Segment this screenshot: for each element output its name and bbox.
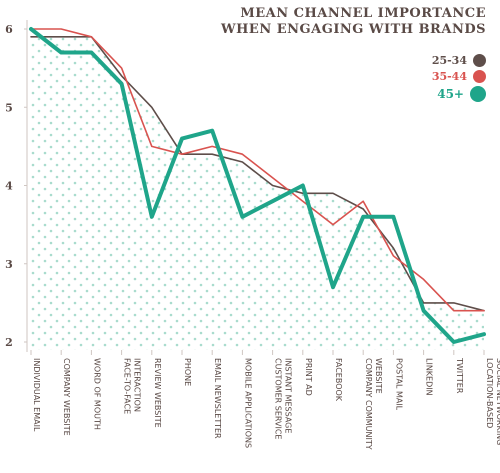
x-tick-label: WORD OF MOUTH (92, 358, 101, 430)
x-tick-label: POSTAL MAIL (394, 358, 403, 411)
x-tick-label-line: COMPANY COMMUNITY (364, 358, 373, 450)
x-tick-label-line: FACEBOOK (334, 358, 343, 402)
x-tick-label: CUSTOMER SERVICEINSTANT MESSAGE (274, 358, 293, 440)
x-tick-label: INDIVIDUAL EMAIL (32, 358, 41, 432)
series-line-45-plus (29, 27, 486, 344)
x-tick-label: PHONE (183, 358, 192, 386)
x-tick-label-line: POSTAL MAIL (394, 358, 403, 411)
x-tick-label-line: EMAIL NEWSLETTER (213, 358, 222, 439)
x-tick-label-line: LOCATION-BASED (485, 358, 494, 428)
x-tick-label-line: PHONE (183, 358, 192, 386)
x-tick-label: COMPANY WEBSITE (62, 358, 71, 436)
legend-label-35-44: 35-44 (431, 69, 467, 83)
x-tick-label: COMPANY COMMUNITYWEBSITE (364, 358, 383, 450)
y-tick-label: 5 (5, 101, 13, 114)
legend-dot-25-34 (473, 53, 486, 67)
x-tick-label-line: INTERACTION (133, 358, 142, 412)
x-tick-label-line: LINKEDIN (425, 358, 434, 396)
dotted-area-fill (31, 36, 484, 351)
x-tick-label-line: TWITTER (455, 357, 464, 394)
x-tick-label-line: WORD OF MOUTH (92, 358, 101, 430)
legend-item-35-44: 35-44 (432, 67, 486, 85)
y-tick-label: 3 (5, 258, 13, 271)
x-tick-label: REVIEW WEBSITE (153, 358, 162, 428)
x-tick-label: TWITTER (455, 357, 464, 394)
x-tick-label-line: FACE-TO-FACE (123, 358, 132, 414)
chart-title-line-2: WHEN ENGAGING WITH BRANDS (221, 22, 486, 37)
x-tick-label: EMAIL NEWSLETTER (213, 358, 222, 439)
series-line-25-34 (30, 35, 485, 312)
y-tick-label: 6 (5, 23, 13, 36)
x-tick-label-line: INSTANT MESSAGE (284, 358, 293, 433)
x-tick-label: FACE-TO-FACEINTERACTION (123, 358, 142, 414)
x-tick-label: FACEBOOK (334, 358, 343, 402)
x-tick-label-line: REVIEW WEBSITE (153, 358, 162, 428)
x-tick-label-line: MOBILE APPLICATIONS (243, 358, 252, 448)
legend-item-45-plus: 45+ (437, 85, 486, 103)
x-tick-label-line: WEBSITE (374, 358, 383, 394)
legend-label-25-34: 25-34 (431, 53, 467, 67)
y-tick-label: 2 (5, 336, 13, 349)
x-tick-label: LOCATION-BASEDSOCIAL NETWORKING (485, 358, 500, 445)
x-tick-label-line: CUSTOMER SERVICE (274, 358, 283, 440)
x-tick-label: LINKEDIN (425, 358, 434, 396)
x-tick-label: MOBILE APPLICATIONS (243, 358, 252, 448)
x-tick-label-line: COMPANY WEBSITE (62, 358, 71, 436)
x-tick-label: PRINT AD (304, 358, 313, 396)
x-tick-label-line: INDIVIDUAL EMAIL (32, 358, 41, 432)
x-tick-label-line: PRINT AD (304, 358, 313, 396)
y-tick-label: 4 (5, 180, 13, 193)
legend-dot-35-44 (473, 69, 486, 83)
x-tick-label-line: SOCIAL NETWORKING (495, 358, 500, 445)
legend-dot-45-plus (470, 86, 486, 102)
legend-item-25-34: 25-34 (432, 51, 486, 69)
legend-label-45-plus: 45+ (437, 87, 464, 101)
chart-title-line-1: MEAN CHANNEL IMPORTANCE (240, 6, 486, 21)
